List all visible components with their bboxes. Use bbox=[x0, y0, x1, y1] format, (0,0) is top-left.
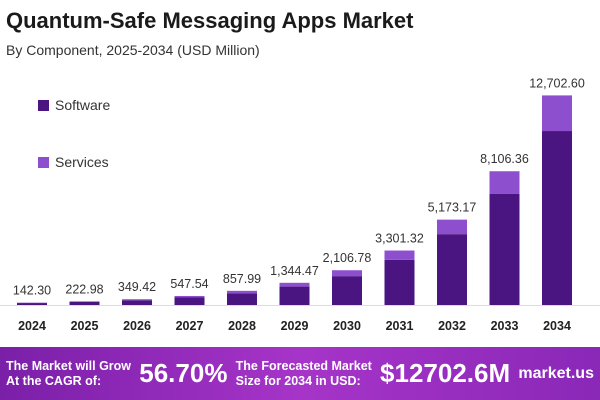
x-tick-label-2033: 2033 bbox=[491, 319, 519, 333]
x-tick-label-2025: 2025 bbox=[71, 319, 99, 333]
legend-swatch-services bbox=[38, 156, 49, 168]
legend-label: Software bbox=[55, 97, 111, 113]
bar-software-2034 bbox=[542, 131, 572, 305]
value-label-2029: 1,344.47 bbox=[270, 264, 319, 278]
x-tick-label-2027: 2027 bbox=[176, 319, 204, 333]
bar-services-2029 bbox=[279, 282, 310, 287]
cagr-caption-line2: At the CAGR of: bbox=[6, 373, 102, 388]
summary-banner: The Market will Grow At the CAGR of: 56.… bbox=[0, 347, 600, 400]
value-label-2025: 222.98 bbox=[65, 282, 103, 296]
x-tick-label-2026: 2026 bbox=[123, 319, 151, 333]
bar-software-2027 bbox=[174, 297, 205, 305]
value-label-2024: 142.30 bbox=[13, 284, 51, 298]
bar-software-2031 bbox=[384, 259, 415, 305]
cagr-value: 56.70% bbox=[139, 358, 228, 388]
brand-logo: market.us bbox=[518, 364, 594, 382]
bar-services-2025 bbox=[69, 301, 100, 302]
value-label-2032: 5,173.17 bbox=[428, 201, 477, 215]
x-tick-label-2031: 2031 bbox=[386, 319, 414, 333]
bar-services-2034 bbox=[542, 95, 572, 132]
bar-software-2026 bbox=[122, 300, 152, 305]
chart-title: Quantum-Safe Messaging Apps Market bbox=[6, 8, 414, 33]
x-tick-label-2024: 2024 bbox=[18, 319, 46, 333]
bar-software-2025 bbox=[69, 301, 100, 305]
bar-services-2030 bbox=[332, 270, 362, 277]
bar-software-2033 bbox=[489, 193, 520, 305]
x-tick-label-2030: 2030 bbox=[333, 319, 361, 333]
chart-subtitle: By Component, 2025-2034 (USD Million) bbox=[6, 42, 260, 58]
forecast-value: $12702.6M bbox=[380, 358, 511, 388]
bar-services-2033 bbox=[489, 171, 520, 194]
x-tick-label-2032: 2032 bbox=[438, 319, 466, 333]
legend-item-software: Software bbox=[38, 97, 110, 113]
cagr-caption: The Market will Grow At the CAGR of: bbox=[6, 359, 131, 389]
cagr-caption-line1: The Market will Grow bbox=[6, 358, 132, 373]
bar-services-2026 bbox=[122, 299, 152, 301]
bar-software-2032 bbox=[437, 234, 467, 305]
bar-services-2032 bbox=[437, 219, 467, 235]
x-tick-label-2028: 2028 bbox=[228, 319, 256, 333]
x-tick-label-2034: 2034 bbox=[543, 319, 571, 333]
forecast-caption-line2: Size for 2034 in USD: bbox=[235, 373, 361, 388]
value-label-2034: 12,702.60 bbox=[529, 76, 585, 90]
value-label-2031: 3,301.32 bbox=[375, 232, 424, 246]
value-label-2027: 547.54 bbox=[170, 277, 208, 291]
value-label-2033: 8,106.36 bbox=[480, 152, 529, 166]
bar-services-2031 bbox=[384, 250, 415, 260]
legend-label: Services bbox=[55, 154, 109, 170]
bar-software-2024 bbox=[17, 303, 47, 305]
value-label-2026: 349.42 bbox=[118, 280, 156, 294]
bar-services-2027 bbox=[174, 295, 205, 298]
value-label-2028: 857.99 bbox=[223, 272, 261, 286]
bar-software-2029 bbox=[279, 286, 310, 305]
forecast-caption: The Forecasted Market Size for 2034 in U… bbox=[236, 359, 372, 389]
bar-software-2030 bbox=[332, 276, 362, 305]
value-label-2030: 2,106.78 bbox=[323, 251, 372, 265]
bar-services-2028 bbox=[227, 290, 257, 294]
bar-software-2028 bbox=[227, 293, 257, 305]
forecast-caption-line1: The Forecasted Market bbox=[235, 358, 372, 373]
x-tick-label-2029: 2029 bbox=[281, 319, 309, 333]
legend-item-services: Services bbox=[38, 154, 109, 170]
legend-swatch-software bbox=[38, 99, 49, 111]
bar-chart: 142.30 2024 222.98 2025 349.42 2026 547.54 2027… bbox=[0, 76, 600, 333]
